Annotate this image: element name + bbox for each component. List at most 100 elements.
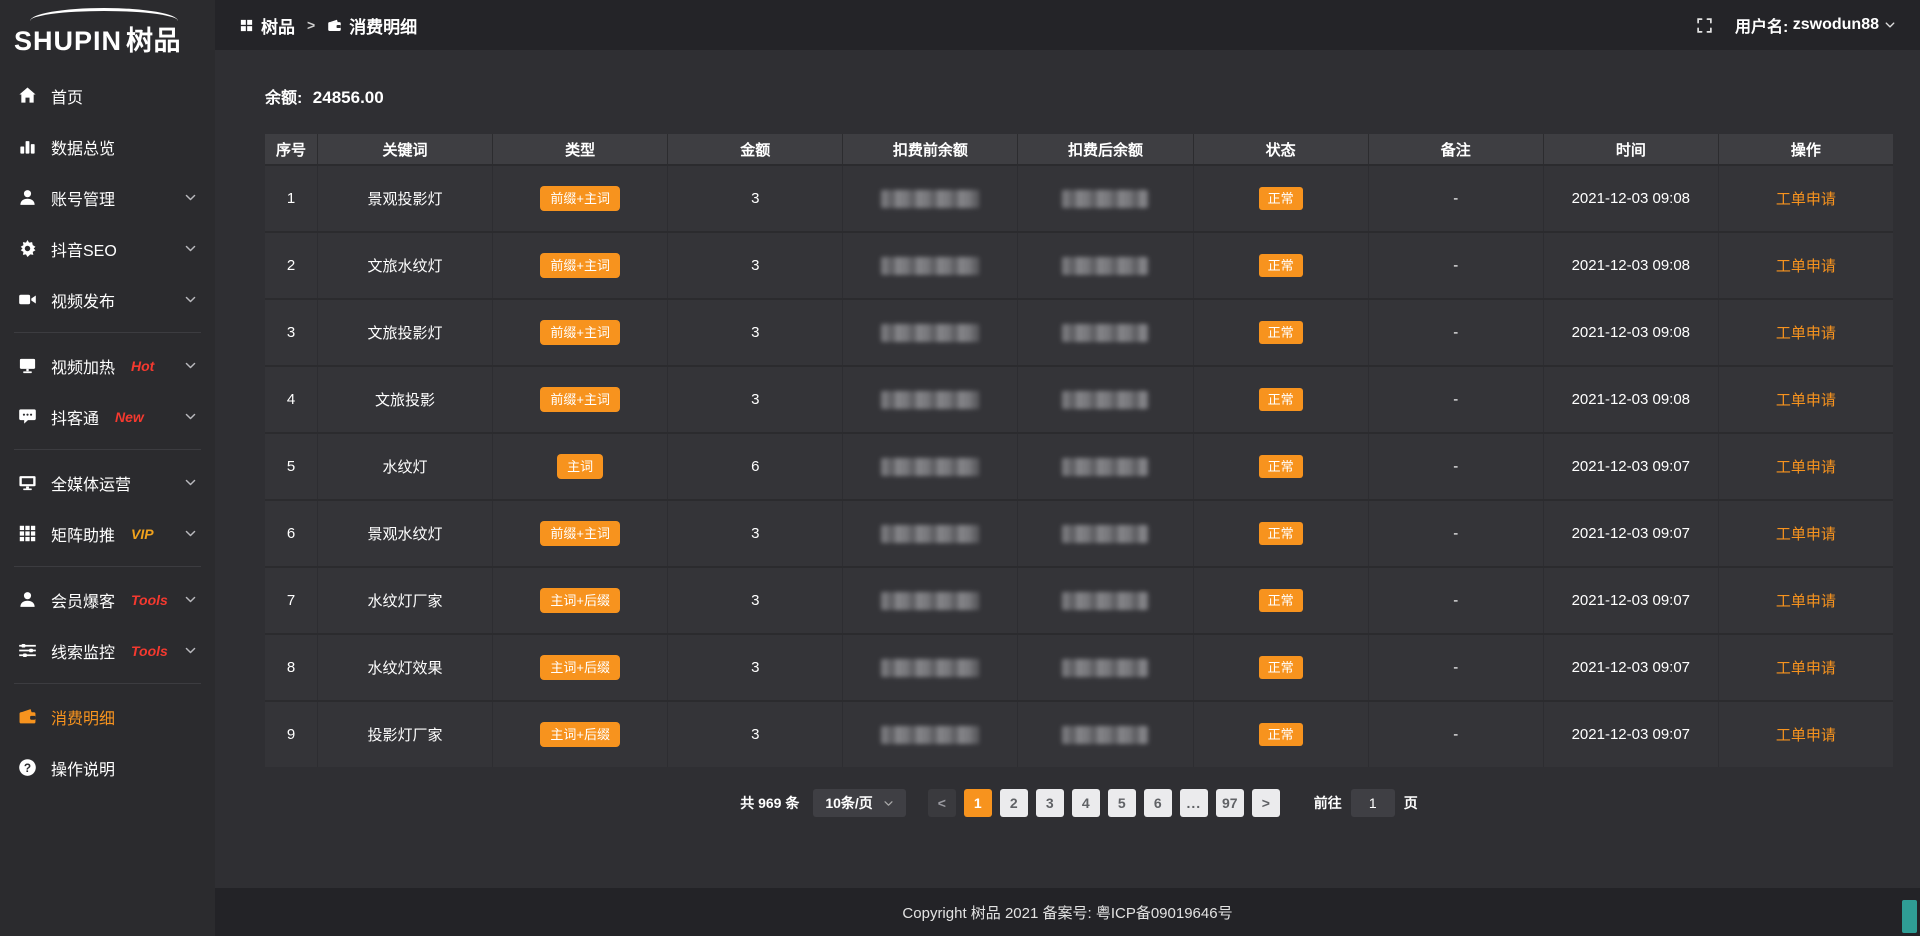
cell-action: 工单申请 — [1719, 434, 1893, 499]
work-order-link[interactable]: 工单申请 — [1775, 459, 1836, 476]
goto-label: 前往 — [1313, 795, 1342, 811]
sidebar-item-home[interactable]: 首页 — [0, 70, 215, 121]
page-size-select[interactable]: 10条/页 — [813, 789, 906, 817]
chevron-down-icon — [184, 593, 197, 606]
cell-type: 主词+后缀 — [493, 568, 669, 633]
cell-keyword: 文旅投影 — [318, 367, 494, 432]
status-badge: 正常 — [1258, 455, 1303, 478]
column-header: 扣费前余额 — [843, 134, 1019, 164]
breadcrumb-label: 树品 — [261, 17, 295, 37]
sidebar-item-label: 视频发布 — [51, 293, 116, 311]
cell-remark: - — [1369, 568, 1544, 633]
breadcrumb-shupin[interactable]: 树品 — [239, 13, 295, 38]
main-content: 余额: 24856.00 序号 关键词 类型 金额 扣费前余额 扣费后余额 状态 备注 时间 操作… — [215, 50, 1920, 888]
chat-icon — [18, 407, 37, 426]
cell-seq: 2 — [265, 233, 318, 298]
column-header: 时间 — [1544, 134, 1719, 164]
page-button-97[interactable]: 97 — [1215, 789, 1244, 817]
username-label: 用户名: — [1734, 19, 1789, 36]
cell-balance-after — [1018, 501, 1194, 566]
cell-balance-before — [843, 568, 1019, 633]
sidebar-item-data-overview[interactable]: 数据总览 — [0, 121, 215, 172]
cell-keyword: 水纹灯厂家 — [318, 568, 494, 633]
sidebar-item-label: 抖音SEO — [51, 242, 117, 260]
goto-input[interactable] — [1350, 789, 1395, 817]
work-order-link[interactable]: 工单申请 — [1775, 526, 1836, 543]
logo-text: SHUPIN 树品 — [14, 19, 203, 58]
sidebar-item-operation-guide[interactable]: ? 操作说明 — [0, 742, 215, 793]
floating-widget[interactable] — [1902, 900, 1917, 933]
table-row: 3 文旅投影灯 前缀+主词 3 正常 -2021-12-03 09:08 工单申请 — [265, 298, 1893, 365]
cell-time: 2021-12-03 09:07 — [1544, 501, 1719, 566]
work-order-link[interactable]: 工单申请 — [1775, 727, 1836, 744]
status-badge: 正常 — [1258, 321, 1303, 344]
screen-icon — [18, 356, 37, 375]
grid-icon — [18, 524, 37, 543]
page-button-5[interactable]: 5 — [1107, 789, 1136, 817]
page-buttons: 1 2 3 4 5 6... 97 — [963, 789, 1244, 817]
cell-action: 工单申请 — [1719, 568, 1893, 633]
wallet-icon — [18, 707, 37, 726]
cell-balance-after — [1018, 233, 1194, 298]
page-button-3[interactable]: 3 — [1035, 789, 1064, 817]
work-order-link[interactable]: 工单申请 — [1775, 258, 1836, 275]
chevron-down-icon — [184, 359, 197, 372]
ellipsis-button[interactable]: ... — [1179, 789, 1208, 817]
cell-status: 正常 — [1194, 233, 1369, 298]
type-badge: 前缀+主词 — [540, 320, 620, 345]
total-count: 共 969 条 — [740, 795, 800, 811]
page-button-1[interactable]: 1 — [963, 789, 992, 817]
work-order-link[interactable]: 工单申请 — [1775, 660, 1836, 677]
table-row: 7 水纹灯厂家 主词+后缀 3 正常 -2021-12-03 09:07 工单申请 — [265, 566, 1893, 633]
masked-value — [881, 390, 980, 409]
cell-time: 2021-12-03 09:07 — [1544, 702, 1719, 767]
masked-value — [881, 256, 980, 275]
cell-remark: - — [1369, 367, 1544, 432]
masked-value — [1062, 256, 1149, 275]
fullscreen-icon[interactable] — [1696, 17, 1713, 34]
sidebar-item-lead-monitoring[interactable]: 线索监控 Tools — [0, 625, 215, 676]
chevron-down-icon — [184, 410, 197, 423]
logo-text-cn: 树品 — [126, 26, 182, 56]
work-order-link[interactable]: 工单申请 — [1775, 593, 1836, 610]
sidebar-item-matrix-boost[interactable]: 矩阵助推 VIP — [0, 508, 215, 559]
cell-time: 2021-12-03 09:07 — [1544, 434, 1719, 499]
balance-value: 24856.00 — [312, 88, 384, 107]
work-order-link[interactable]: 工单申请 — [1775, 191, 1836, 208]
sidebar-item-video-heating[interactable]: 视频加热 Hot — [0, 340, 215, 391]
status-badge: 正常 — [1258, 187, 1303, 210]
sidebar-item-douyin-seo[interactable]: 抖音SEO — [0, 223, 215, 274]
cell-status: 正常 — [1194, 501, 1369, 566]
sidebar-item-doukoutong[interactable]: 抖客通 New — [0, 391, 215, 442]
prev-page-button[interactable]: < — [927, 789, 956, 817]
cell-balance-before — [843, 434, 1019, 499]
table-row: 9 投影灯厂家 主词+后缀 3 正常 -2021-12-03 09:07 工单申请 — [265, 700, 1893, 767]
page-button-2[interactable]: 2 — [999, 789, 1028, 817]
sidebar-item-video-publish[interactable]: 视频发布 — [0, 274, 215, 325]
sidebar-item-consumption-detail[interactable]: 消费明细 — [0, 691, 215, 742]
user-icon — [18, 188, 37, 207]
masked-value — [1062, 591, 1149, 610]
work-order-link[interactable]: 工单申请 — [1775, 392, 1836, 409]
sidebar-item-label: 矩阵助推 — [51, 527, 116, 545]
page-button-6[interactable]: 6 — [1143, 789, 1172, 817]
cell-action: 工单申请 — [1719, 702, 1893, 767]
sidebar-item-member-baoke[interactable]: 会员爆客 Tools — [0, 574, 215, 625]
masked-value — [881, 323, 980, 342]
sidebar-item-all-media-operation[interactable]: 全媒体运营 — [0, 457, 215, 508]
table-row: 6 景观水纹灯 前缀+主词 3 正常 -2021-12-03 09:07 工单申请 — [265, 499, 1893, 566]
cell-type: 主词+后缀 — [493, 702, 669, 767]
sidebar-item-account-management[interactable]: 账号管理 — [0, 172, 215, 223]
page-button-4[interactable]: 4 — [1071, 789, 1100, 817]
sidebar: SHUPIN 树品 首页 数据总览 账号管理抖音SEO 视频发布视频加热 Hot 抖客通 Ne… — [0, 0, 215, 936]
status-badge: 正常 — [1258, 723, 1303, 746]
sliders-icon — [18, 641, 37, 660]
status-badge: 正常 — [1258, 589, 1303, 612]
app-logo[interactable]: SHUPIN 树品 — [0, 0, 215, 60]
user-dropdown[interactable]: 用户名: zswodun88 — [1735, 13, 1896, 37]
topbar: 树品 > 消费明细 用户名: zswodun88 — [215, 0, 1920, 50]
next-page-button[interactable]: > — [1251, 789, 1280, 817]
work-order-link[interactable]: 工单申请 — [1775, 325, 1836, 342]
username-value: zswodun88 — [1792, 16, 1879, 33]
cell-seq: 1 — [265, 166, 318, 231]
